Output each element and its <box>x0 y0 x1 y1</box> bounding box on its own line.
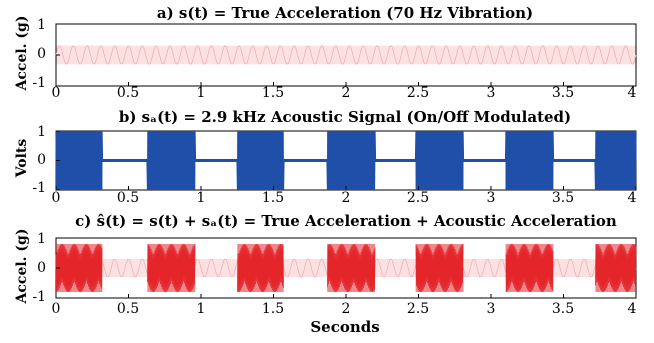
panel-a-ylabel: Accel. (g) <box>14 16 30 92</box>
panel-c-xtick: 0 <box>52 301 61 317</box>
panel-b-xtick: 2 <box>342 190 351 206</box>
series-line <box>55 45 637 65</box>
panel-b-xtick: 3.5 <box>552 190 574 206</box>
panel-b-ytick-neg1: -1 <box>32 180 46 196</box>
panel-a-xtick: 4 <box>628 85 637 101</box>
panel-b-xtick: 0.5 <box>117 190 139 206</box>
panel-c-xtick: 3.5 <box>552 301 574 317</box>
panel-a-xtick: 2 <box>342 85 351 101</box>
panel-c-ytick-0: 0 <box>37 260 46 276</box>
panel-c-xticks: 0 0.5 1 1.5 2 2.5 3 3.5 4 <box>52 301 637 317</box>
panel-a-ytick-0: 0 <box>37 46 46 62</box>
panel-a-xtick: 3.5 <box>552 85 574 101</box>
panel-c-xlabel: Seconds <box>310 318 379 336</box>
panel-a-xtick: 3 <box>487 85 496 101</box>
burst-block <box>327 244 375 292</box>
panel-a-xtick: 1 <box>197 85 206 101</box>
panel-c-xtick: 1 <box>197 301 206 317</box>
panel-b-xtick: 4 <box>628 190 637 206</box>
panel-a-xtick: 0.5 <box>117 85 139 101</box>
panel-a: a) s(t) = True Acceleration (70 Hz Vibra… <box>14 4 637 101</box>
panel-c-ytick-neg1: -1 <box>32 289 46 305</box>
panel-c-plot <box>55 237 637 299</box>
panel-c-xtick: 4 <box>628 301 637 317</box>
panel-b-xtick: 1 <box>197 190 206 206</box>
panel-b-plot <box>55 130 637 191</box>
panel-b-xtick: 2.5 <box>407 190 429 206</box>
panel-b-xtick: 3 <box>487 190 496 206</box>
panel-b-xtick: 0 <box>52 190 61 206</box>
panel-b-title: b) sₐ(t) = 2.9 kHz Acoustic Signal (On/O… <box>119 108 571 126</box>
burst-block <box>147 244 196 292</box>
burst-block <box>595 244 636 292</box>
panel-a-title: a) s(t) = True Acceleration (70 Hz Vibra… <box>157 4 533 22</box>
panel-a-xtick: 0 <box>52 85 61 101</box>
panel-a-xtick: 1.5 <box>262 85 284 101</box>
panel-a-yticks: 1 0 -1 <box>32 17 46 91</box>
panel-c-xtick: 1.5 <box>262 301 284 317</box>
panel-c-xtick: 2 <box>342 301 351 317</box>
panel-b-xtick: 1.5 <box>262 190 284 206</box>
panel-b-yticks: 1 0 -1 <box>32 124 46 196</box>
panel-a-ytick-1: 1 <box>37 17 46 33</box>
panel-c-ytick-1: 1 <box>37 231 46 247</box>
panel-c-xtick: 0.5 <box>117 301 139 317</box>
panel-b-ytick-0: 0 <box>37 152 46 168</box>
panel-c-xtick: 2.5 <box>407 301 429 317</box>
panel-a-xticks: 0 0.5 1 1.5 2 2.5 3 3.5 4 <box>52 85 637 101</box>
burst-block <box>415 244 464 292</box>
burst-block <box>505 244 554 292</box>
panel-a-xtick: 2.5 <box>407 85 429 101</box>
panel-b: b) sₐ(t) = 2.9 kHz Acoustic Signal (On/O… <box>14 108 637 206</box>
panel-a-ytick-neg1: -1 <box>32 75 46 91</box>
panel-b-ytick-1: 1 <box>37 124 46 140</box>
panel-c-xtick: 3 <box>487 301 496 317</box>
burst-block <box>237 244 284 292</box>
burst-block <box>56 244 103 292</box>
panel-c-yticks: 1 0 -1 <box>32 231 46 305</box>
panel-b-xticks: 0 0.5 1 1.5 2 2.5 3 3.5 4 <box>52 190 637 206</box>
panel-c: c) ŝ(t) = s(t) + sₐ(t) = True Accelerati… <box>14 212 637 336</box>
panel-b-ylabel: Volts <box>14 139 30 179</box>
panel-c-title: c) ŝ(t) = s(t) + sₐ(t) = True Accelerati… <box>75 212 617 230</box>
panel-c-ylabel: Accel. (g) <box>14 229 30 305</box>
panel-a-plot <box>55 23 637 87</box>
